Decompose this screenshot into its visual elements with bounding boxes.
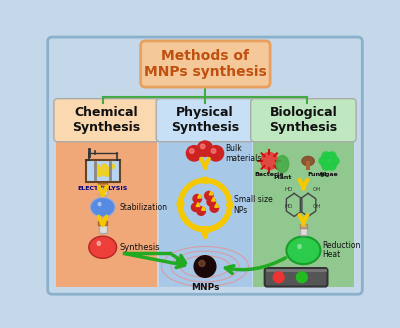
Polygon shape [202,206,205,210]
Circle shape [202,226,208,233]
Circle shape [322,162,330,170]
Circle shape [197,207,205,215]
Ellipse shape [276,155,289,173]
Circle shape [94,164,99,169]
FancyBboxPatch shape [141,41,270,87]
Circle shape [208,146,224,161]
Polygon shape [196,203,200,206]
Circle shape [328,152,336,159]
Text: Algae: Algae [319,172,339,177]
FancyBboxPatch shape [156,99,254,142]
Text: HO: HO [285,204,293,209]
Bar [253,139,354,287]
Circle shape [331,157,339,165]
Text: Small size
NPs: Small size NPs [234,195,272,215]
Text: Physical
Synthesis: Physical Synthesis [171,106,239,134]
Ellipse shape [96,241,101,246]
Circle shape [273,272,284,283]
Circle shape [320,153,338,170]
Circle shape [211,149,216,153]
Circle shape [199,260,205,267]
Text: OH: OH [313,187,321,192]
Circle shape [96,172,101,176]
FancyBboxPatch shape [54,99,159,142]
Ellipse shape [297,244,302,249]
Bar [98,183,107,186]
Text: OH: OH [313,204,321,209]
Text: Biological
Synthesis: Biological Synthesis [269,106,338,134]
Text: Heat: Heat [322,250,340,259]
Circle shape [261,153,278,170]
Circle shape [177,202,183,208]
Polygon shape [212,197,216,201]
Bar [300,227,307,235]
Text: Chemical
Synthesis: Chemical Synthesis [72,106,141,134]
FancyBboxPatch shape [48,37,362,294]
Text: Methods of
MNPs synthesis: Methods of MNPs synthesis [144,49,266,79]
Polygon shape [198,194,202,198]
Bar [99,186,106,195]
Polygon shape [215,203,218,207]
Bar [56,139,157,287]
FancyBboxPatch shape [265,268,328,287]
Circle shape [194,256,216,277]
Circle shape [100,170,105,175]
Circle shape [319,157,327,165]
Circle shape [207,197,216,206]
Circle shape [197,141,213,156]
Circle shape [186,146,202,161]
Bar [86,160,120,182]
Circle shape [205,192,213,200]
Text: Fungi: Fungi [308,172,327,177]
Circle shape [193,195,202,203]
Bar [306,161,310,170]
Circle shape [227,202,233,208]
FancyBboxPatch shape [251,99,356,142]
Circle shape [102,164,106,169]
Circle shape [202,177,208,183]
Circle shape [192,203,200,212]
Ellipse shape [286,236,320,264]
Text: Bulk
materials: Bulk materials [225,144,262,163]
Text: Stabilization: Stabilization [120,203,168,212]
Circle shape [106,167,110,172]
Bar [158,139,252,287]
Ellipse shape [302,156,314,166]
Bar [98,221,107,225]
Text: MNPs: MNPs [191,283,219,293]
Text: ELECTROLYSIS: ELECTROLYSIS [78,186,128,191]
Circle shape [110,164,114,169]
Circle shape [328,162,336,170]
Ellipse shape [90,197,115,217]
Bar [300,224,307,228]
Circle shape [200,144,205,149]
Polygon shape [209,191,213,195]
Text: Bacteria: Bacteria [255,172,284,177]
Circle shape [104,172,109,176]
Text: Plant: Plant [273,175,292,180]
Circle shape [322,152,330,159]
Ellipse shape [89,236,117,258]
Bar [99,224,106,234]
Ellipse shape [98,202,102,206]
Text: HO: HO [285,187,293,192]
Text: Reduction: Reduction [322,241,360,250]
Circle shape [296,272,307,283]
Circle shape [190,149,194,153]
Circle shape [210,204,218,212]
Circle shape [98,167,103,172]
Text: Synthesis: Synthesis [120,243,160,252]
